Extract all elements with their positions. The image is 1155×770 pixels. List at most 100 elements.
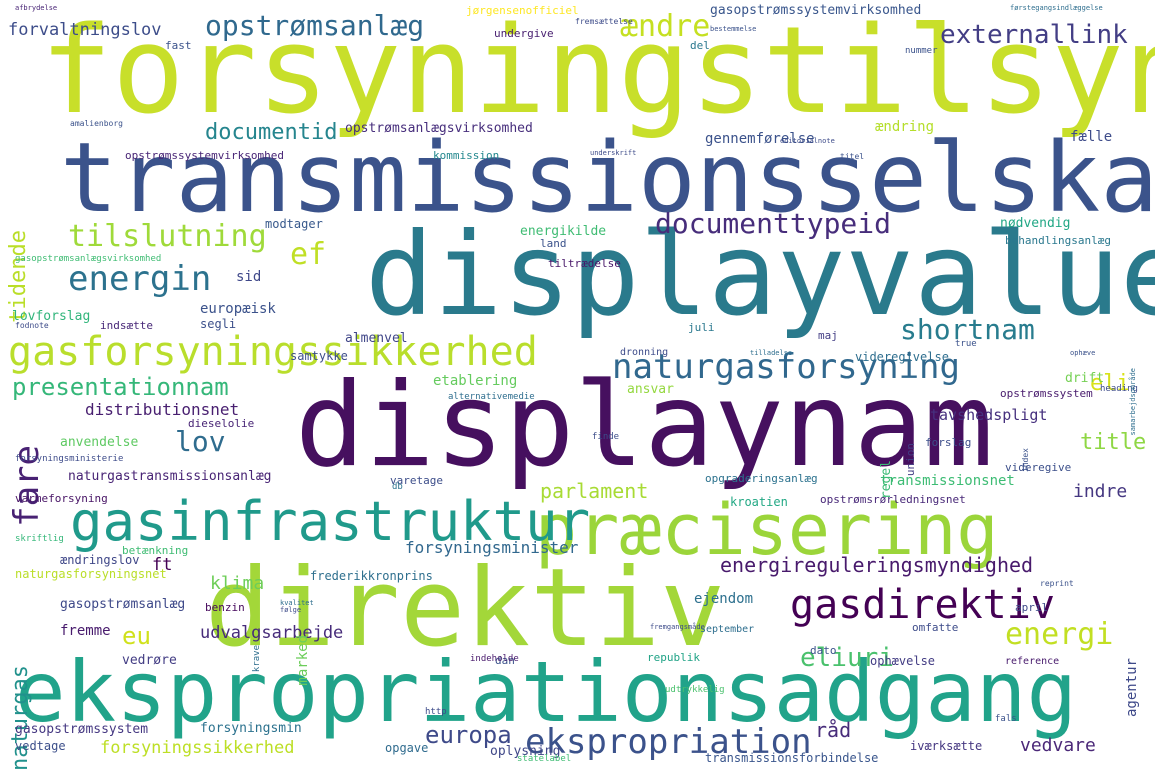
cloud-word: fremsættelse [575, 17, 633, 26]
cloud-word: sid [236, 269, 262, 285]
cloud-word: europa [425, 721, 512, 749]
cloud-word: tilslutning [68, 219, 267, 254]
cloud-word: betænkning [122, 544, 189, 557]
cloud-word: distributionsnet [85, 400, 240, 419]
cloud-word: varetage [390, 474, 443, 487]
cloud-word: ændringslov [60, 553, 140, 567]
cloud-word: fremgangsmåde [650, 623, 705, 631]
cloud-word: transmissionsnet [880, 473, 1015, 489]
cloud-word: forsyningsministerie [15, 454, 124, 464]
cloud-word: naturgasforsyning [612, 347, 960, 387]
cloud-word: documenttypeid [655, 207, 892, 240]
cloud-word: fodnote [15, 321, 49, 330]
cloud-word: gasforsyningssikkerhed [8, 329, 538, 375]
cloud-word: indre [1073, 481, 1128, 502]
cloud-word: transmissionsforbindelse [705, 751, 879, 765]
cloud-word: title [1080, 430, 1147, 455]
cloud-word: dieselolie [188, 417, 255, 430]
cloud-word: db [392, 482, 403, 492]
cloud-word: frederikkronprins [310, 569, 433, 583]
cloud-word: ekspropriation [525, 722, 812, 762]
cloud-word: tiltrædelse [548, 257, 621, 270]
cloud-word: gasinfrastruktur [70, 490, 591, 553]
cloud-word: forsyningsmin [200, 721, 302, 736]
cloud-word: forsyningssikkerhed [100, 738, 295, 758]
cloud-word: republik [647, 651, 700, 664]
cloud-word: externallink [940, 20, 1128, 50]
cloud-word: gennemførelse [705, 131, 815, 147]
cloud-word: transmissionsselskab [60, 122, 1155, 234]
cloud-word: ophæve [1070, 349, 1096, 357]
cloud-word: opgave [385, 741, 429, 755]
cloud-word: http [425, 707, 447, 717]
cloud-word: titel [840, 152, 865, 161]
cloud-word: krave [252, 645, 262, 673]
cloud-word: reprint [1040, 579, 1074, 588]
cloud-word: energin [68, 259, 212, 299]
cloud-word: opstrømsanlæg [205, 9, 425, 42]
cloud-word: vedrøre [122, 653, 177, 668]
cloud-word: iværksætte [910, 739, 983, 753]
cloud-word: displaynam [295, 358, 994, 493]
cloud-word: juli [688, 321, 715, 334]
cloud-word: presentationnam [12, 373, 229, 401]
cloud-word: april [1015, 601, 1049, 614]
cloud-word: opstrømsanlægsvirksomhed [345, 121, 533, 136]
cloud-word: opstrømssystem [1000, 387, 1093, 400]
cloud-word: dronning [620, 347, 669, 358]
cloud-word: eu [122, 622, 151, 650]
cloud-word: naturgasforsyningsnet [15, 567, 167, 581]
cloud-word: ejendom [694, 591, 754, 607]
cloud-word: displayvalue [365, 208, 1155, 341]
cloud-word: vedvare [1020, 735, 1096, 756]
cloud-word: nødvendig [1000, 216, 1071, 231]
cloud-word: maj [818, 329, 838, 342]
cloud-word: fals [995, 714, 1017, 724]
cloud-word: eli [1090, 371, 1130, 396]
cloud-word: opstrømssystemvirksomhed [125, 149, 284, 162]
cloud-word: klima [210, 573, 265, 594]
cloud-word: gasopstrømssystemvirksomhed [710, 3, 922, 18]
cloud-word: behandlingsanlæg [1005, 234, 1111, 247]
cloud-word: regel [879, 460, 894, 500]
cloud-word: ændre [620, 9, 711, 44]
cloud-word: videregive [1005, 461, 1072, 474]
cloud-word: gasdirektiv [790, 582, 1055, 628]
cloud-word: energikilde [520, 224, 607, 239]
cloud-word: følge [280, 606, 302, 614]
cloud-word: benzin [205, 601, 245, 614]
cloud-word: alternativemedie [448, 392, 535, 402]
cloud-word: statelabel [517, 754, 572, 764]
cloud-word: ændring [875, 119, 935, 135]
cloud-word: finde [592, 432, 620, 442]
cloud-word: gasopstrømsanlægsvirksomhed [15, 254, 162, 264]
cloud-word: undergive [494, 27, 554, 40]
cloud-word: forsyningsminister [405, 538, 579, 557]
cloud-word: editorialnote [780, 137, 835, 145]
cloud-word: opgraderingsanlæg [705, 472, 818, 485]
cloud-word: september [700, 624, 755, 635]
cloud-word: opstrømsrørledningsnet [820, 493, 966, 506]
cloud-word: agentur [1124, 658, 1140, 718]
cloud-word: forslag [925, 436, 972, 449]
cloud-word: almenvel [345, 331, 408, 346]
cloud-word: varmeforsyning [15, 492, 108, 505]
cloud-word: ef [290, 237, 327, 272]
cloud-word: underskrift [590, 149, 637, 157]
cloud-word: heading [1100, 384, 1138, 394]
cloud-word: indsætte [100, 319, 153, 332]
cloud-word: marked [295, 635, 311, 686]
cloud-word: europæisk [200, 301, 276, 317]
cloud-word: union [904, 443, 917, 477]
cloud-word: eliuri [800, 643, 894, 673]
cloud-word: del [690, 39, 710, 52]
cloud-word: land [540, 237, 567, 250]
cloud-word: direktiv [205, 546, 726, 671]
cloud-word: forvaltningslov [8, 20, 162, 40]
cloud-word: amalienborg [70, 119, 123, 128]
cloud-word: råd [815, 718, 852, 742]
cloud-word: vedtage [15, 739, 66, 753]
cloud-word: indeholde [470, 654, 519, 664]
cloud-word: dan [495, 654, 515, 667]
